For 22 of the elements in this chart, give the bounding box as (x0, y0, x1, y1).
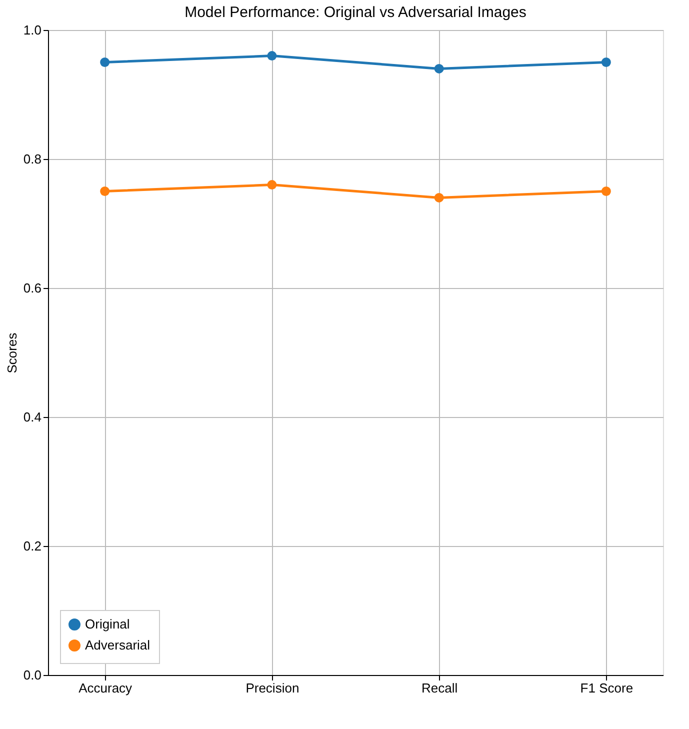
point (100, 186, 110, 196)
y-tick-label: 0.6 (23, 280, 42, 296)
point (434, 64, 444, 74)
x-tick-label: Recall (421, 680, 458, 696)
point (100, 58, 110, 67)
point (601, 58, 611, 67)
chart-title: Model Performance: Original vs Adversarial Images (184, 4, 526, 21)
x-tick-label: Accuracy (78, 680, 133, 696)
point (434, 192, 444, 202)
legend-label: Adversarial (85, 638, 150, 652)
y-axis-title: Scores (4, 332, 20, 374)
point (601, 186, 611, 196)
y-tick-label: 0.4 (23, 410, 42, 424)
x-tick-label: Precision (246, 680, 300, 696)
y-tick-label: 1.0 (23, 22, 42, 38)
y-tick-label: 0.2 (23, 538, 42, 554)
legend-label: Original (85, 616, 130, 632)
y-tick-label: 0.0 (23, 668, 42, 682)
x-tick-label: F1 Score (580, 680, 634, 696)
point (267, 180, 277, 190)
y-tick-label: 0.8 (23, 152, 42, 166)
point (267, 51, 277, 61)
